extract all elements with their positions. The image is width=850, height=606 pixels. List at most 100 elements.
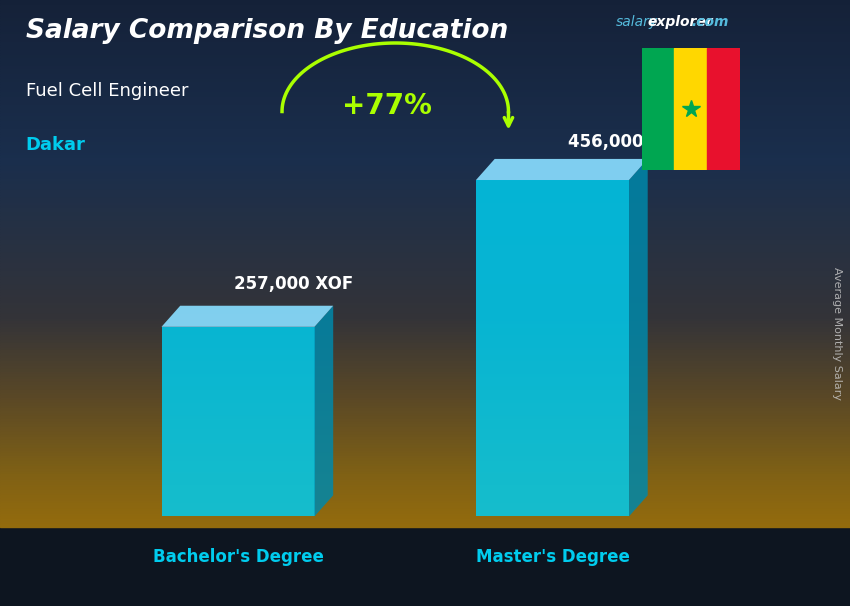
Bar [0,84,850,87]
Bar [0,245,850,248]
Bar [0,135,850,137]
Bar [0,168,850,171]
Bar [0,166,850,168]
Bar [0,456,850,459]
Bar [0,338,850,340]
Bar [0,174,850,176]
Bar [0,345,850,348]
Bar [0,282,850,285]
Bar [0,453,850,456]
Bar [0,353,850,356]
Bar [0,79,850,82]
Bar [0,227,850,229]
Bar [0,187,850,190]
Bar [0,224,850,227]
Bar [0,232,850,235]
Bar [0,387,850,390]
Bar [0,53,850,55]
Text: 257,000 XOF: 257,000 XOF [234,275,353,293]
Bar [0,485,850,487]
Bar [0,10,850,13]
Bar [0,147,850,150]
Bar [0,445,850,448]
Text: .com: .com [691,15,728,29]
Bar [0,253,850,256]
Bar [0,176,850,179]
Bar [0,327,850,329]
Bar [0,63,850,66]
Bar [0,229,850,232]
Bar [0,71,850,74]
Bar [0,482,850,485]
Bar [0,319,850,321]
Bar [0,295,850,298]
Bar [0,264,850,266]
Bar [0,524,850,527]
Bar [0,450,850,453]
Text: salary: salary [616,15,659,29]
Bar [0,398,850,401]
Bar [0,419,850,422]
Bar [0,371,850,374]
Bar [0,142,850,145]
Bar [0,219,850,221]
Text: Fuel Cell Engineer: Fuel Cell Engineer [26,82,188,100]
Bar [0,508,850,511]
Bar [0,342,850,345]
Bar [0,430,850,432]
Bar [0,501,850,503]
Bar [0,448,850,450]
Bar [0,435,850,438]
Bar [0,329,850,332]
Bar [0,464,850,467]
Bar [0,487,850,490]
Bar [0,258,850,261]
Bar [0,277,850,279]
Bar [0,332,850,335]
Bar [0,161,850,164]
Bar [0,356,850,358]
Bar [0,2,850,5]
Bar [0,311,850,313]
Bar [0,261,850,264]
Polygon shape [314,306,333,516]
Bar [0,45,850,47]
Polygon shape [162,327,314,516]
Bar [0,321,850,324]
Bar [0,153,850,156]
Bar [0,393,850,395]
Bar [0,358,850,361]
Bar [0,416,850,419]
Bar [0,121,850,124]
Polygon shape [629,159,648,516]
Bar [0,156,850,158]
Bar [0,293,850,295]
Bar [0,459,850,461]
Bar [0,47,850,50]
Bar [0,192,850,195]
Bar [0,235,850,237]
Bar [0,242,850,245]
Bar [0,498,850,501]
Bar [0,519,850,522]
Bar [0,237,850,240]
Bar [0,424,850,427]
Bar [0,182,850,184]
Bar [0,200,850,203]
Bar [0,82,850,84]
Bar [0,74,850,76]
Bar [0,432,850,435]
Bar [0,58,850,61]
Bar [0,279,850,282]
Bar [0,377,850,379]
Bar [0,145,850,147]
Bar [0,408,850,411]
Bar [0,103,850,105]
Bar [0,422,850,424]
Text: 456,000 XOF: 456,000 XOF [568,133,687,151]
Text: Dakar: Dakar [26,136,85,155]
Bar [0,132,850,135]
Text: Average Monthly Salary: Average Monthly Salary [832,267,842,400]
Bar [0,68,850,71]
Bar [0,495,850,498]
